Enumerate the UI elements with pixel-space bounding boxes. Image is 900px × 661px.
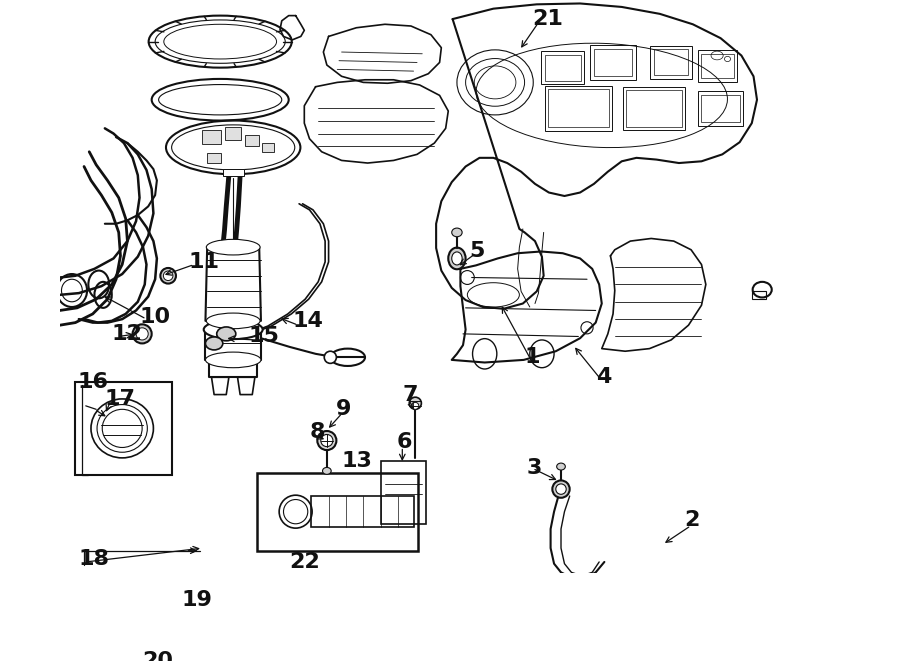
Text: 1: 1 [525,347,540,368]
Ellipse shape [452,228,462,237]
Bar [623,87,685,130]
Ellipse shape [206,313,260,329]
Text: 8: 8 [310,422,325,442]
Text: 4: 4 [596,368,611,387]
Text: 22: 22 [290,552,320,572]
Ellipse shape [203,320,263,339]
Text: 21: 21 [533,9,563,29]
Bar [76,381,173,475]
Ellipse shape [205,337,223,350]
Bar [653,50,688,75]
Text: 3: 3 [526,458,542,479]
Bar [207,153,221,163]
Polygon shape [304,80,448,163]
Polygon shape [602,239,706,351]
Ellipse shape [322,467,331,475]
Text: 10: 10 [140,307,171,327]
Polygon shape [209,360,257,377]
Ellipse shape [318,431,337,450]
Bar [202,130,221,144]
Polygon shape [280,16,304,40]
Bar [223,169,244,176]
Ellipse shape [136,328,149,340]
Text: 6: 6 [396,432,411,452]
Bar [698,91,743,126]
Bar [752,291,766,299]
Text: 16: 16 [77,371,108,391]
Bar [698,50,737,81]
Bar [311,496,414,527]
Polygon shape [436,3,757,309]
Bar [701,54,734,78]
Text: 2: 2 [684,510,699,530]
Text: 9: 9 [336,399,351,419]
Bar [381,461,426,524]
Text: 11: 11 [188,252,219,272]
Bar [257,473,418,551]
Ellipse shape [205,352,261,368]
Bar [548,89,608,128]
Ellipse shape [160,268,176,284]
Polygon shape [205,247,261,321]
Ellipse shape [279,495,312,528]
Bar [544,55,580,81]
Ellipse shape [217,327,236,341]
Ellipse shape [412,403,418,409]
Ellipse shape [284,500,308,524]
Ellipse shape [320,434,333,447]
Bar [594,48,632,76]
Ellipse shape [206,239,260,255]
Text: 5: 5 [469,241,484,262]
Bar [541,51,584,84]
Ellipse shape [452,252,462,265]
Text: 14: 14 [292,311,323,331]
Ellipse shape [330,348,365,366]
Ellipse shape [324,351,337,364]
Polygon shape [452,251,602,362]
Text: 12: 12 [112,324,143,344]
Ellipse shape [132,325,152,344]
Text: 18: 18 [79,549,110,569]
Bar [246,136,259,145]
Ellipse shape [752,282,771,297]
Polygon shape [323,24,441,83]
Bar [626,90,681,127]
Text: 17: 17 [104,389,136,409]
Bar [544,86,612,131]
Text: 20: 20 [142,651,173,661]
Text: 13: 13 [342,451,373,471]
Text: 19: 19 [181,590,212,610]
Polygon shape [238,377,255,395]
Ellipse shape [164,271,173,280]
Bar [262,143,274,152]
Bar [590,45,635,80]
Polygon shape [205,330,261,360]
Ellipse shape [448,248,465,269]
Bar [651,46,692,79]
Bar [701,95,740,122]
Ellipse shape [557,463,565,470]
Polygon shape [212,377,229,395]
Text: 7: 7 [402,385,418,405]
Text: 15: 15 [248,327,280,346]
Bar [225,128,241,139]
Ellipse shape [556,484,566,494]
Ellipse shape [410,397,421,409]
Ellipse shape [553,481,570,498]
